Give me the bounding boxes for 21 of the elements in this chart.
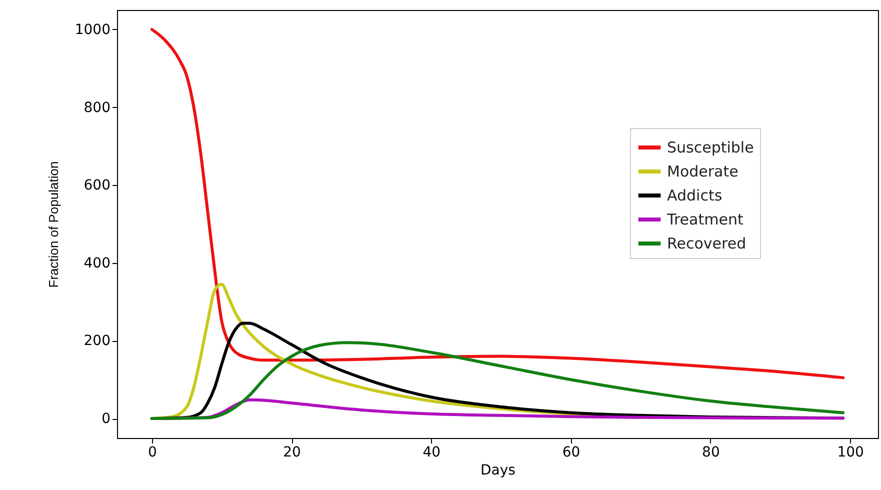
y-tick-label: 400 bbox=[84, 255, 110, 272]
y-tick-label: 200 bbox=[84, 333, 110, 350]
legend-label: Moderate bbox=[667, 162, 738, 180]
y-axis-title: Fraction of Population bbox=[46, 161, 61, 288]
line-series bbox=[150, 28, 845, 380]
line-series bbox=[150, 341, 845, 420]
x-tick-label: 40 bbox=[422, 444, 441, 460]
legend-label: Susceptible bbox=[667, 138, 754, 156]
legend-label: Treatment bbox=[666, 210, 744, 228]
x-tick-label: 80 bbox=[702, 444, 720, 460]
y-tick-label: 800 bbox=[84, 100, 110, 116]
y-tick-label: 600 bbox=[84, 178, 110, 194]
y-tick-label: 0 bbox=[102, 411, 110, 428]
y-tick-label: 1000 bbox=[74, 22, 110, 38]
legend-label: Addicts bbox=[667, 186, 722, 204]
x-tick-label: 60 bbox=[562, 444, 580, 460]
x-tick-label: 20 bbox=[283, 444, 301, 460]
x-tick-label: 100 bbox=[837, 444, 864, 460]
x-axis-title: Days bbox=[480, 462, 516, 478]
legend-label: Recovered bbox=[667, 234, 746, 252]
x-tick-label: 0 bbox=[148, 444, 157, 460]
